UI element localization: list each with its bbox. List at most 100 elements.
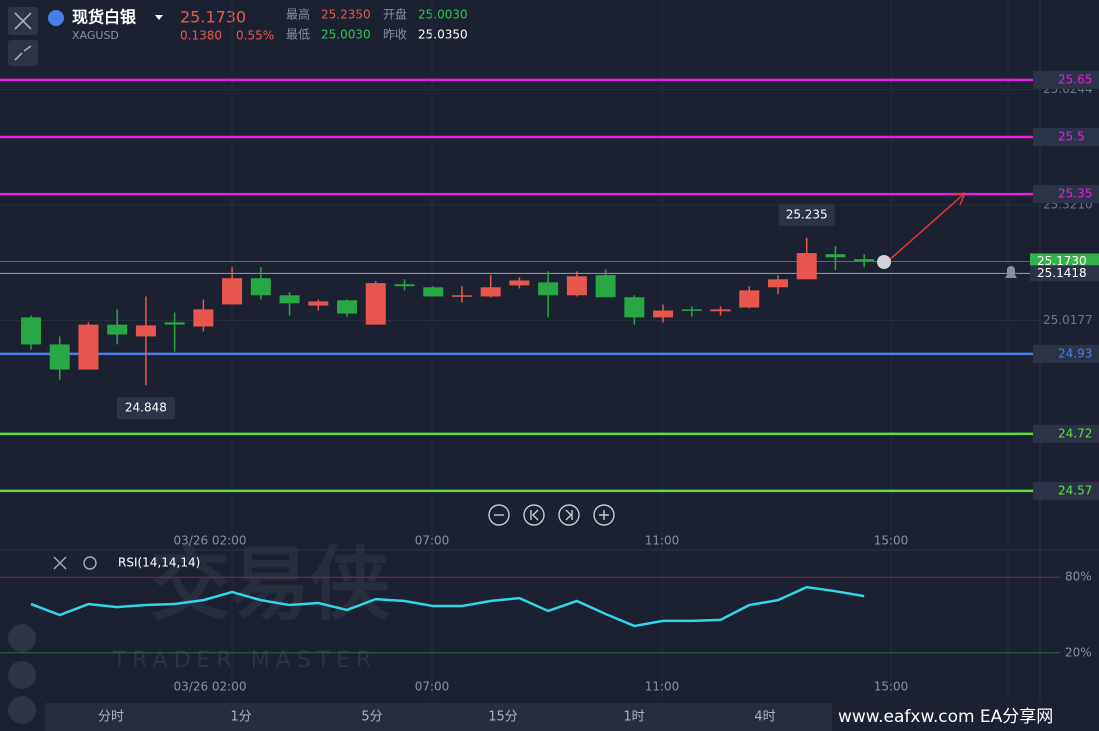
tool-button[interactable] xyxy=(8,661,36,689)
rsi-tick-label: 20% xyxy=(1065,645,1092,659)
level-tag xyxy=(1033,128,1099,146)
candle-body xyxy=(595,275,616,298)
change-pct: 0.55% xyxy=(236,29,274,43)
candle-body xyxy=(164,322,185,325)
candle-body xyxy=(21,317,41,345)
zoom-in[interactable] xyxy=(593,504,615,526)
close-icon xyxy=(14,12,32,30)
logo xyxy=(48,10,64,26)
candle-body xyxy=(365,283,386,325)
candle-body xyxy=(193,309,214,327)
level-label: 25.5 xyxy=(1058,130,1085,144)
scroll-end[interactable] xyxy=(558,504,580,526)
candle-body xyxy=(538,282,559,296)
candle-body xyxy=(739,290,760,308)
rsi-close[interactable] xyxy=(53,556,67,570)
level-label: 25.35 xyxy=(1058,187,1092,201)
price-tag-label: 25.1418 xyxy=(1037,266,1087,280)
rsi-label: RSI(14,14,14) xyxy=(118,556,200,570)
candle-body xyxy=(222,278,243,305)
level-tag xyxy=(1033,481,1099,500)
level-tag xyxy=(1033,70,1099,89)
x-tick-label: 07:00 xyxy=(415,534,450,548)
x-tick-label: 03/26 02:00 xyxy=(174,534,247,548)
dropdown-icon[interactable] xyxy=(155,15,163,20)
candle-body xyxy=(566,276,587,296)
alert-bell[interactable] xyxy=(1005,266,1017,278)
trend-arrow xyxy=(886,192,966,263)
candle-body xyxy=(308,301,329,306)
symbol-code: XAGUSD xyxy=(72,29,119,42)
candle-body xyxy=(394,284,415,287)
rsi-tick-label: 80% xyxy=(1065,570,1092,584)
y-tick-label: 25.0177 xyxy=(1043,313,1093,327)
tab[interactable]: 1分 xyxy=(230,710,251,725)
symbol-name[interactable]: 现货白银 xyxy=(72,8,137,27)
candle-body xyxy=(279,295,300,304)
high-label-bg xyxy=(778,203,835,226)
watermark-sub: TRADER MASTER xyxy=(112,648,378,673)
x-tick-label: 07:00 xyxy=(415,680,450,694)
price: 25.1730 xyxy=(180,8,246,27)
candle-body xyxy=(423,287,444,297)
level-tag xyxy=(1033,424,1099,443)
collapse-button[interactable] xyxy=(8,40,38,66)
zoom-controls xyxy=(488,504,615,526)
info-icon[interactable] xyxy=(877,255,891,269)
tab[interactable]: 4时 xyxy=(754,710,775,725)
level-label: 24.57 xyxy=(1058,483,1092,497)
tab[interactable]: 15分 xyxy=(488,710,518,725)
stat-label: 最高 xyxy=(286,7,310,22)
candle-body xyxy=(135,325,156,337)
stat-label: 开盘 xyxy=(383,7,407,22)
level-label: 25.65 xyxy=(1058,72,1092,86)
candle-body xyxy=(78,324,99,370)
stat-label: 最低 xyxy=(286,28,310,42)
scroll-start[interactable] xyxy=(523,504,545,526)
x-tick-label: 03/26 02:00 xyxy=(174,680,247,694)
x-tick-label: 15:00 xyxy=(874,534,909,548)
candle-body xyxy=(480,287,501,297)
candle-body xyxy=(681,309,702,311)
x-tick-label: 15:00 xyxy=(874,680,909,694)
x-tick-label: 11:00 xyxy=(645,680,680,694)
change: 0.1380 xyxy=(180,29,222,43)
candle-body xyxy=(250,278,271,296)
stat-value: 25.0030 xyxy=(418,8,468,22)
rsi-settings[interactable] xyxy=(83,556,97,570)
low-label-bg xyxy=(116,397,175,420)
candle-body xyxy=(451,295,472,297)
candle-body xyxy=(49,344,70,370)
price-tag xyxy=(1030,265,1099,282)
candle-body xyxy=(796,253,817,280)
level-tag xyxy=(1033,185,1099,204)
stat-value: 25.0350 xyxy=(418,28,468,42)
tab[interactable]: 5分 xyxy=(361,710,382,725)
candle-body xyxy=(710,309,731,312)
candle-body xyxy=(624,297,645,318)
collapse-icon xyxy=(14,45,32,61)
stat-label: 昨收 xyxy=(383,28,407,42)
candle-body xyxy=(107,324,128,335)
level-label: 24.93 xyxy=(1058,346,1092,360)
footer: www.eafxw.com EA分享网 xyxy=(838,707,1053,727)
tab[interactable]: 分时 xyxy=(98,710,124,725)
stat-value: 25.2350 xyxy=(321,8,371,22)
candle-body xyxy=(767,279,788,288)
candle-body xyxy=(509,280,530,286)
watermark: 交易侠 xyxy=(150,538,391,631)
level-label: 24.72 xyxy=(1058,426,1092,440)
candle-body xyxy=(653,310,674,318)
zoom-out[interactable] xyxy=(488,504,510,526)
tool-button[interactable] xyxy=(8,624,36,652)
tool-button[interactable] xyxy=(8,696,36,724)
level-tag xyxy=(1033,344,1099,363)
candle-body xyxy=(854,259,875,262)
candle-body xyxy=(825,254,846,258)
tab[interactable]: 1时 xyxy=(623,710,644,725)
rsi-line xyxy=(30,585,865,628)
high-label: 25.235 xyxy=(786,207,828,221)
stat-value: 25.0030 xyxy=(321,28,371,42)
